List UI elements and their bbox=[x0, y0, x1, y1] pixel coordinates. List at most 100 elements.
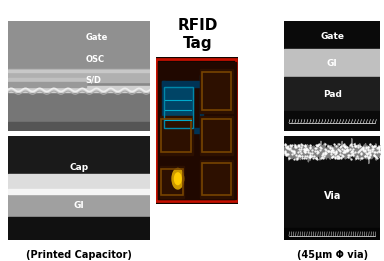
Point bbox=[349, 152, 355, 156]
Bar bbox=[164, 87, 194, 128]
Point bbox=[341, 142, 347, 146]
Point bbox=[329, 148, 335, 152]
Point bbox=[343, 148, 349, 152]
Point bbox=[340, 143, 346, 147]
Point bbox=[303, 147, 310, 151]
Point bbox=[281, 149, 288, 153]
Bar bbox=[284, 21, 380, 52]
Point bbox=[349, 149, 355, 153]
Point bbox=[362, 154, 369, 158]
Text: RFID
Tag: RFID Tag bbox=[177, 18, 218, 51]
Text: (Printed Capacitor): (Printed Capacitor) bbox=[26, 250, 132, 260]
Point bbox=[294, 156, 300, 161]
Point bbox=[308, 146, 314, 150]
Point bbox=[303, 146, 310, 150]
Point bbox=[372, 144, 378, 148]
Point bbox=[377, 155, 383, 159]
Point bbox=[329, 146, 336, 150]
Point bbox=[347, 146, 353, 151]
Point bbox=[371, 153, 377, 157]
Text: (45μm Φ via): (45μm Φ via) bbox=[296, 250, 368, 260]
Point bbox=[344, 145, 350, 149]
Point bbox=[299, 154, 305, 158]
Point bbox=[331, 150, 337, 154]
Point bbox=[307, 151, 313, 155]
Point bbox=[361, 153, 367, 158]
Point bbox=[344, 148, 350, 152]
Point bbox=[320, 152, 326, 157]
Bar bbox=[202, 163, 232, 195]
Point bbox=[285, 156, 291, 160]
Bar bbox=[8, 78, 86, 85]
Point bbox=[285, 144, 291, 149]
Point bbox=[305, 147, 311, 152]
Point bbox=[375, 145, 381, 149]
Point bbox=[318, 155, 324, 159]
Point bbox=[283, 153, 290, 157]
Point bbox=[315, 150, 321, 155]
Point bbox=[298, 145, 304, 149]
Point bbox=[372, 150, 378, 154]
Point bbox=[362, 148, 368, 152]
Point bbox=[340, 154, 346, 158]
Point bbox=[338, 155, 344, 159]
Point bbox=[297, 149, 303, 153]
Point bbox=[331, 142, 338, 146]
Point bbox=[352, 150, 358, 154]
Bar bbox=[8, 86, 150, 92]
Point bbox=[292, 145, 298, 149]
Point bbox=[295, 154, 301, 158]
Point bbox=[336, 156, 343, 160]
Point bbox=[283, 152, 289, 156]
Point bbox=[295, 143, 301, 147]
Point bbox=[342, 144, 348, 148]
Point bbox=[377, 150, 383, 154]
Point bbox=[330, 150, 336, 154]
Point bbox=[373, 155, 379, 159]
Point bbox=[327, 145, 333, 149]
Bar bbox=[200, 75, 204, 139]
Bar bbox=[8, 193, 150, 217]
Point bbox=[362, 145, 369, 149]
Point bbox=[301, 156, 307, 160]
Point bbox=[370, 145, 376, 149]
Point bbox=[348, 156, 354, 161]
Point bbox=[338, 156, 344, 160]
Point bbox=[365, 145, 371, 149]
Point bbox=[338, 147, 344, 152]
Point bbox=[307, 145, 313, 150]
Point bbox=[284, 145, 290, 149]
Point bbox=[359, 156, 365, 160]
Point bbox=[307, 155, 313, 159]
Point bbox=[305, 150, 311, 155]
Point bbox=[359, 147, 366, 151]
Text: Cap
Tr: Cap Tr bbox=[206, 175, 217, 186]
Point bbox=[365, 147, 371, 151]
Point bbox=[344, 149, 351, 153]
Point bbox=[302, 150, 308, 155]
Point bbox=[314, 151, 320, 155]
Point bbox=[355, 156, 361, 160]
Point bbox=[333, 149, 339, 153]
Bar bbox=[160, 116, 193, 155]
Point bbox=[291, 157, 297, 161]
Point bbox=[336, 155, 342, 159]
Text: Pad: Pad bbox=[323, 90, 342, 99]
Point bbox=[355, 145, 361, 150]
Circle shape bbox=[174, 173, 181, 185]
Point bbox=[345, 153, 351, 157]
Point bbox=[340, 150, 346, 154]
Point bbox=[330, 148, 336, 152]
Point bbox=[362, 149, 368, 153]
Point bbox=[345, 148, 351, 152]
Point bbox=[333, 144, 339, 149]
Point bbox=[332, 156, 338, 160]
Point bbox=[322, 147, 328, 151]
Bar bbox=[202, 72, 232, 110]
Point bbox=[347, 143, 353, 147]
Bar bbox=[8, 136, 150, 175]
Text: S: S bbox=[213, 130, 220, 141]
Text: S/D: S/D bbox=[86, 76, 102, 85]
Point bbox=[341, 150, 348, 154]
Point bbox=[286, 147, 292, 151]
